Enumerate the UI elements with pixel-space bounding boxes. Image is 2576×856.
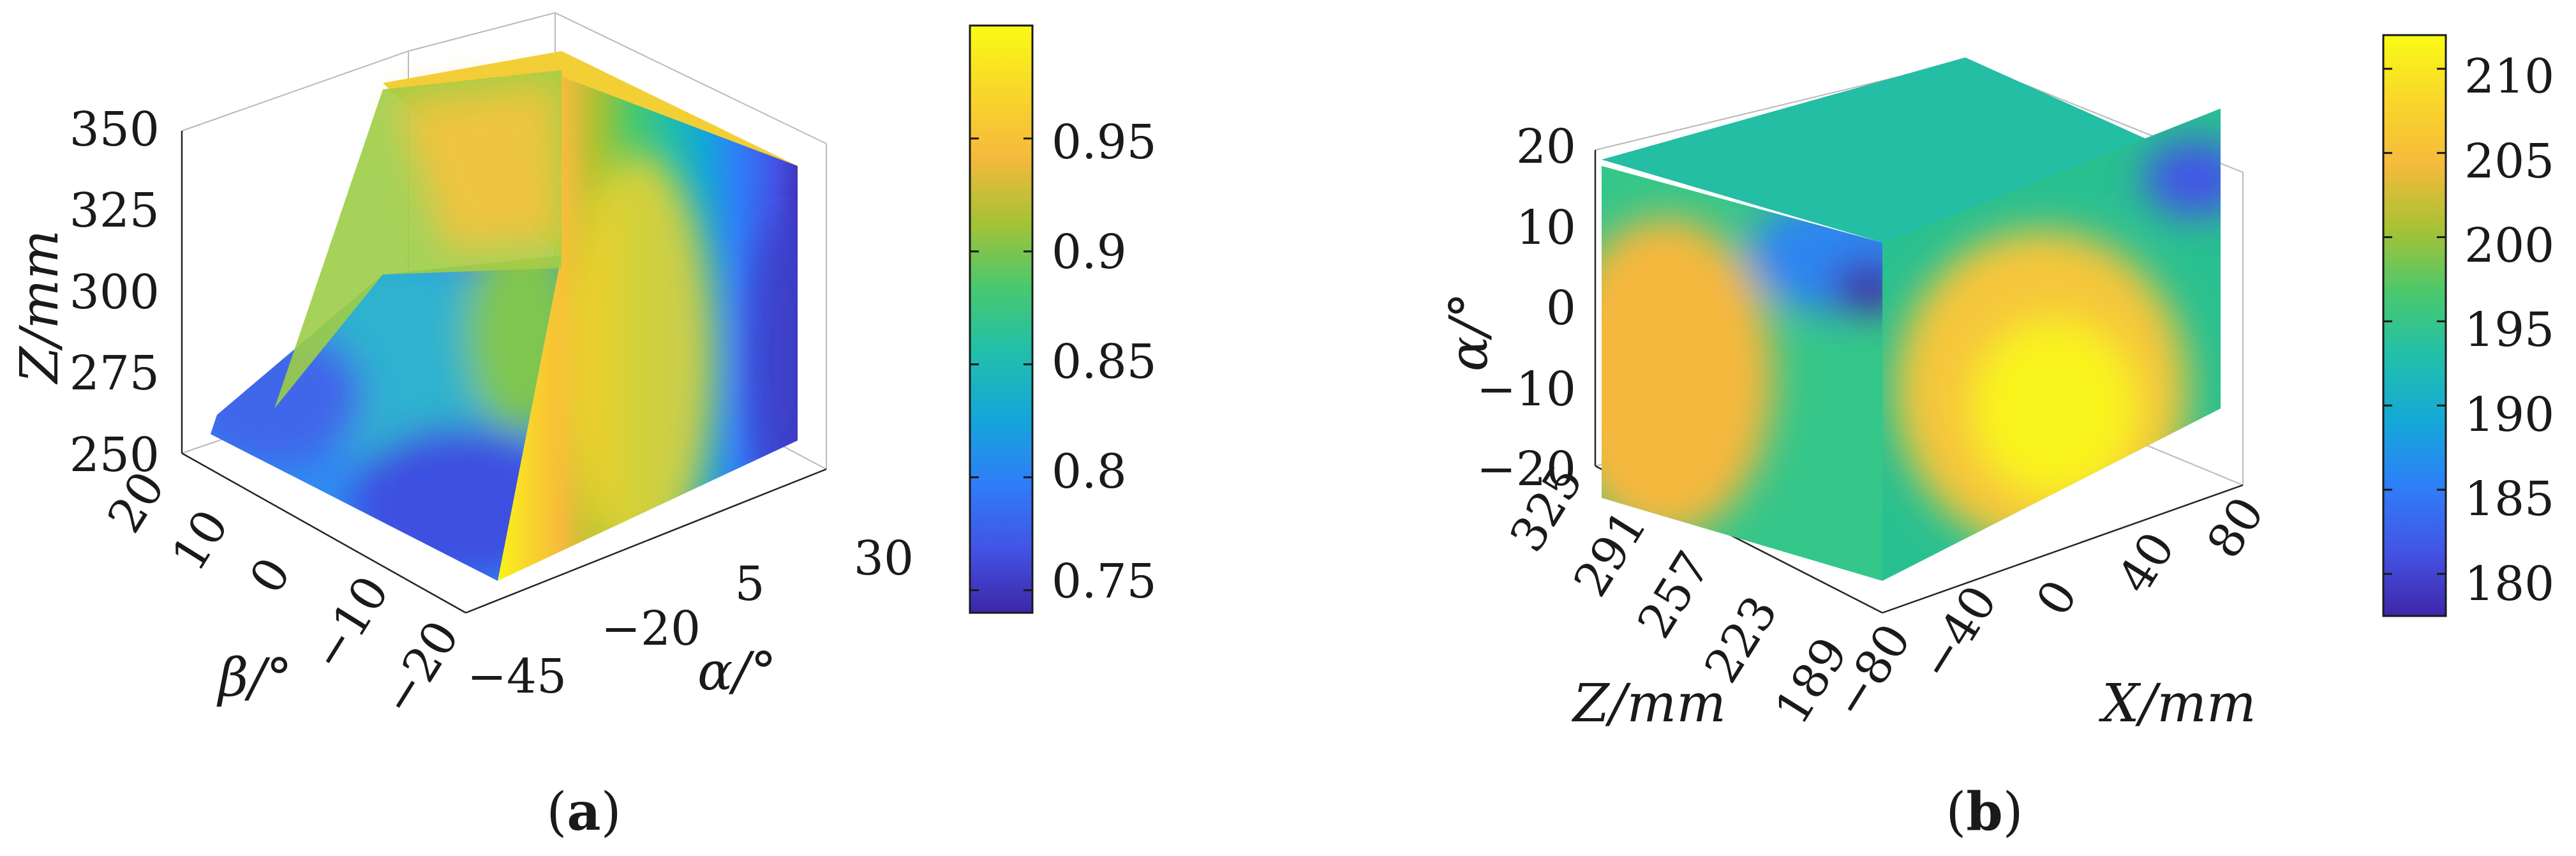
panel-a-z-ticks: 350 325 300 275 250: [70, 102, 160, 483]
a-colorbar-tick: 0.85: [1052, 334, 1157, 389]
panel-a-colorbar: 0.95 0.9 0.85 0.8 0.75: [969, 24, 1157, 614]
a-x-tick: 30: [854, 531, 914, 586]
b-colorbar-tick: 210: [2464, 49, 2554, 104]
a-z-axis-label: Z/mm: [10, 230, 70, 385]
a-x-tick: 5: [734, 557, 764, 612]
b-z-tick: 20: [1516, 119, 1576, 174]
cloud-b-front-face: [1602, 166, 1882, 581]
a-y-tick: 10: [161, 500, 239, 580]
a-x-tick: −45: [467, 649, 567, 704]
panel-b-point-cloud: [1602, 57, 2221, 581]
a-z-tick: 325: [70, 183, 160, 238]
b-z-tick: −10: [1477, 362, 1576, 417]
a-z-tick: 350: [70, 102, 160, 157]
a-z-tick: 275: [70, 346, 160, 401]
b-colorbar-tick: 190: [2464, 387, 2554, 442]
b-colorbar-gradient: [2383, 35, 2446, 616]
b-caption-letter: b: [1966, 781, 2002, 843]
a-z-tick: 250: [70, 428, 160, 483]
b-x-tick: 0: [2026, 571, 2088, 626]
panel-b: 20 10 0 −10 −20 325 291 257 223 189 −80 …: [1439, 34, 2554, 843]
a-colorbar-tick: 0.9: [1052, 225, 1127, 280]
a-colorbar-tick: 0.95: [1052, 115, 1157, 170]
a-colorbar-gradient: [970, 26, 1032, 613]
b-colorbar-tick: 205: [2464, 134, 2554, 189]
b-colorbar-tick: 200: [2464, 218, 2554, 273]
cloud-a-right-face: [498, 77, 798, 581]
panel-a-x-ticks: −45 −20 5 30: [467, 531, 914, 704]
a-x-tick: −20: [601, 601, 701, 656]
a-y-tick: −20: [371, 612, 470, 725]
b-caption: (b): [1946, 781, 2023, 843]
a-y-tick: 0: [239, 548, 302, 603]
a-y-axis-label: β/°: [216, 648, 292, 709]
b-z-tick: −20: [1477, 442, 1576, 497]
a-caption-letter: a: [567, 781, 600, 843]
a-z-tick: 300: [70, 265, 160, 320]
a-y-tick: −10: [301, 567, 400, 680]
b-z-tick: 10: [1516, 200, 1576, 255]
panel-b-colorbar: 210 205 200 195 190 185 180: [2382, 34, 2554, 617]
b-colorbar-tick: 195: [2464, 303, 2554, 357]
b-x-tick: 40: [2107, 523, 2185, 603]
b-x-tick: 80: [2196, 488, 2275, 567]
b-y-tick: 257: [1627, 542, 1722, 647]
b-x-tick: −40: [1909, 576, 2008, 690]
b-colorbar-tick: 185: [2464, 472, 2554, 527]
a-colorbar-tick: 0.75: [1052, 554, 1157, 609]
a-caption: (a): [546, 781, 621, 843]
b-z-axis-label: α/°: [1439, 292, 1500, 372]
panel-b-z-ticks: 20 10 0 −10 −20: [1477, 119, 1576, 497]
b-z-tick: 0: [1546, 281, 1576, 336]
b-y-axis-label: Z/mm: [1571, 673, 1726, 734]
b-colorbar-tick: 180: [2464, 557, 2554, 612]
panel-a-point-cloud: [211, 51, 798, 581]
panel-a: 350 325 300 275 250 20 10 0 −10 −20 −45 …: [10, 11, 1157, 843]
b-y-tick: 291: [1563, 500, 1658, 606]
a-x-axis-label: α/°: [697, 642, 777, 702]
b-x-axis-label: X/mm: [2098, 673, 2256, 734]
a-colorbar-tick: 0.8: [1052, 444, 1127, 499]
